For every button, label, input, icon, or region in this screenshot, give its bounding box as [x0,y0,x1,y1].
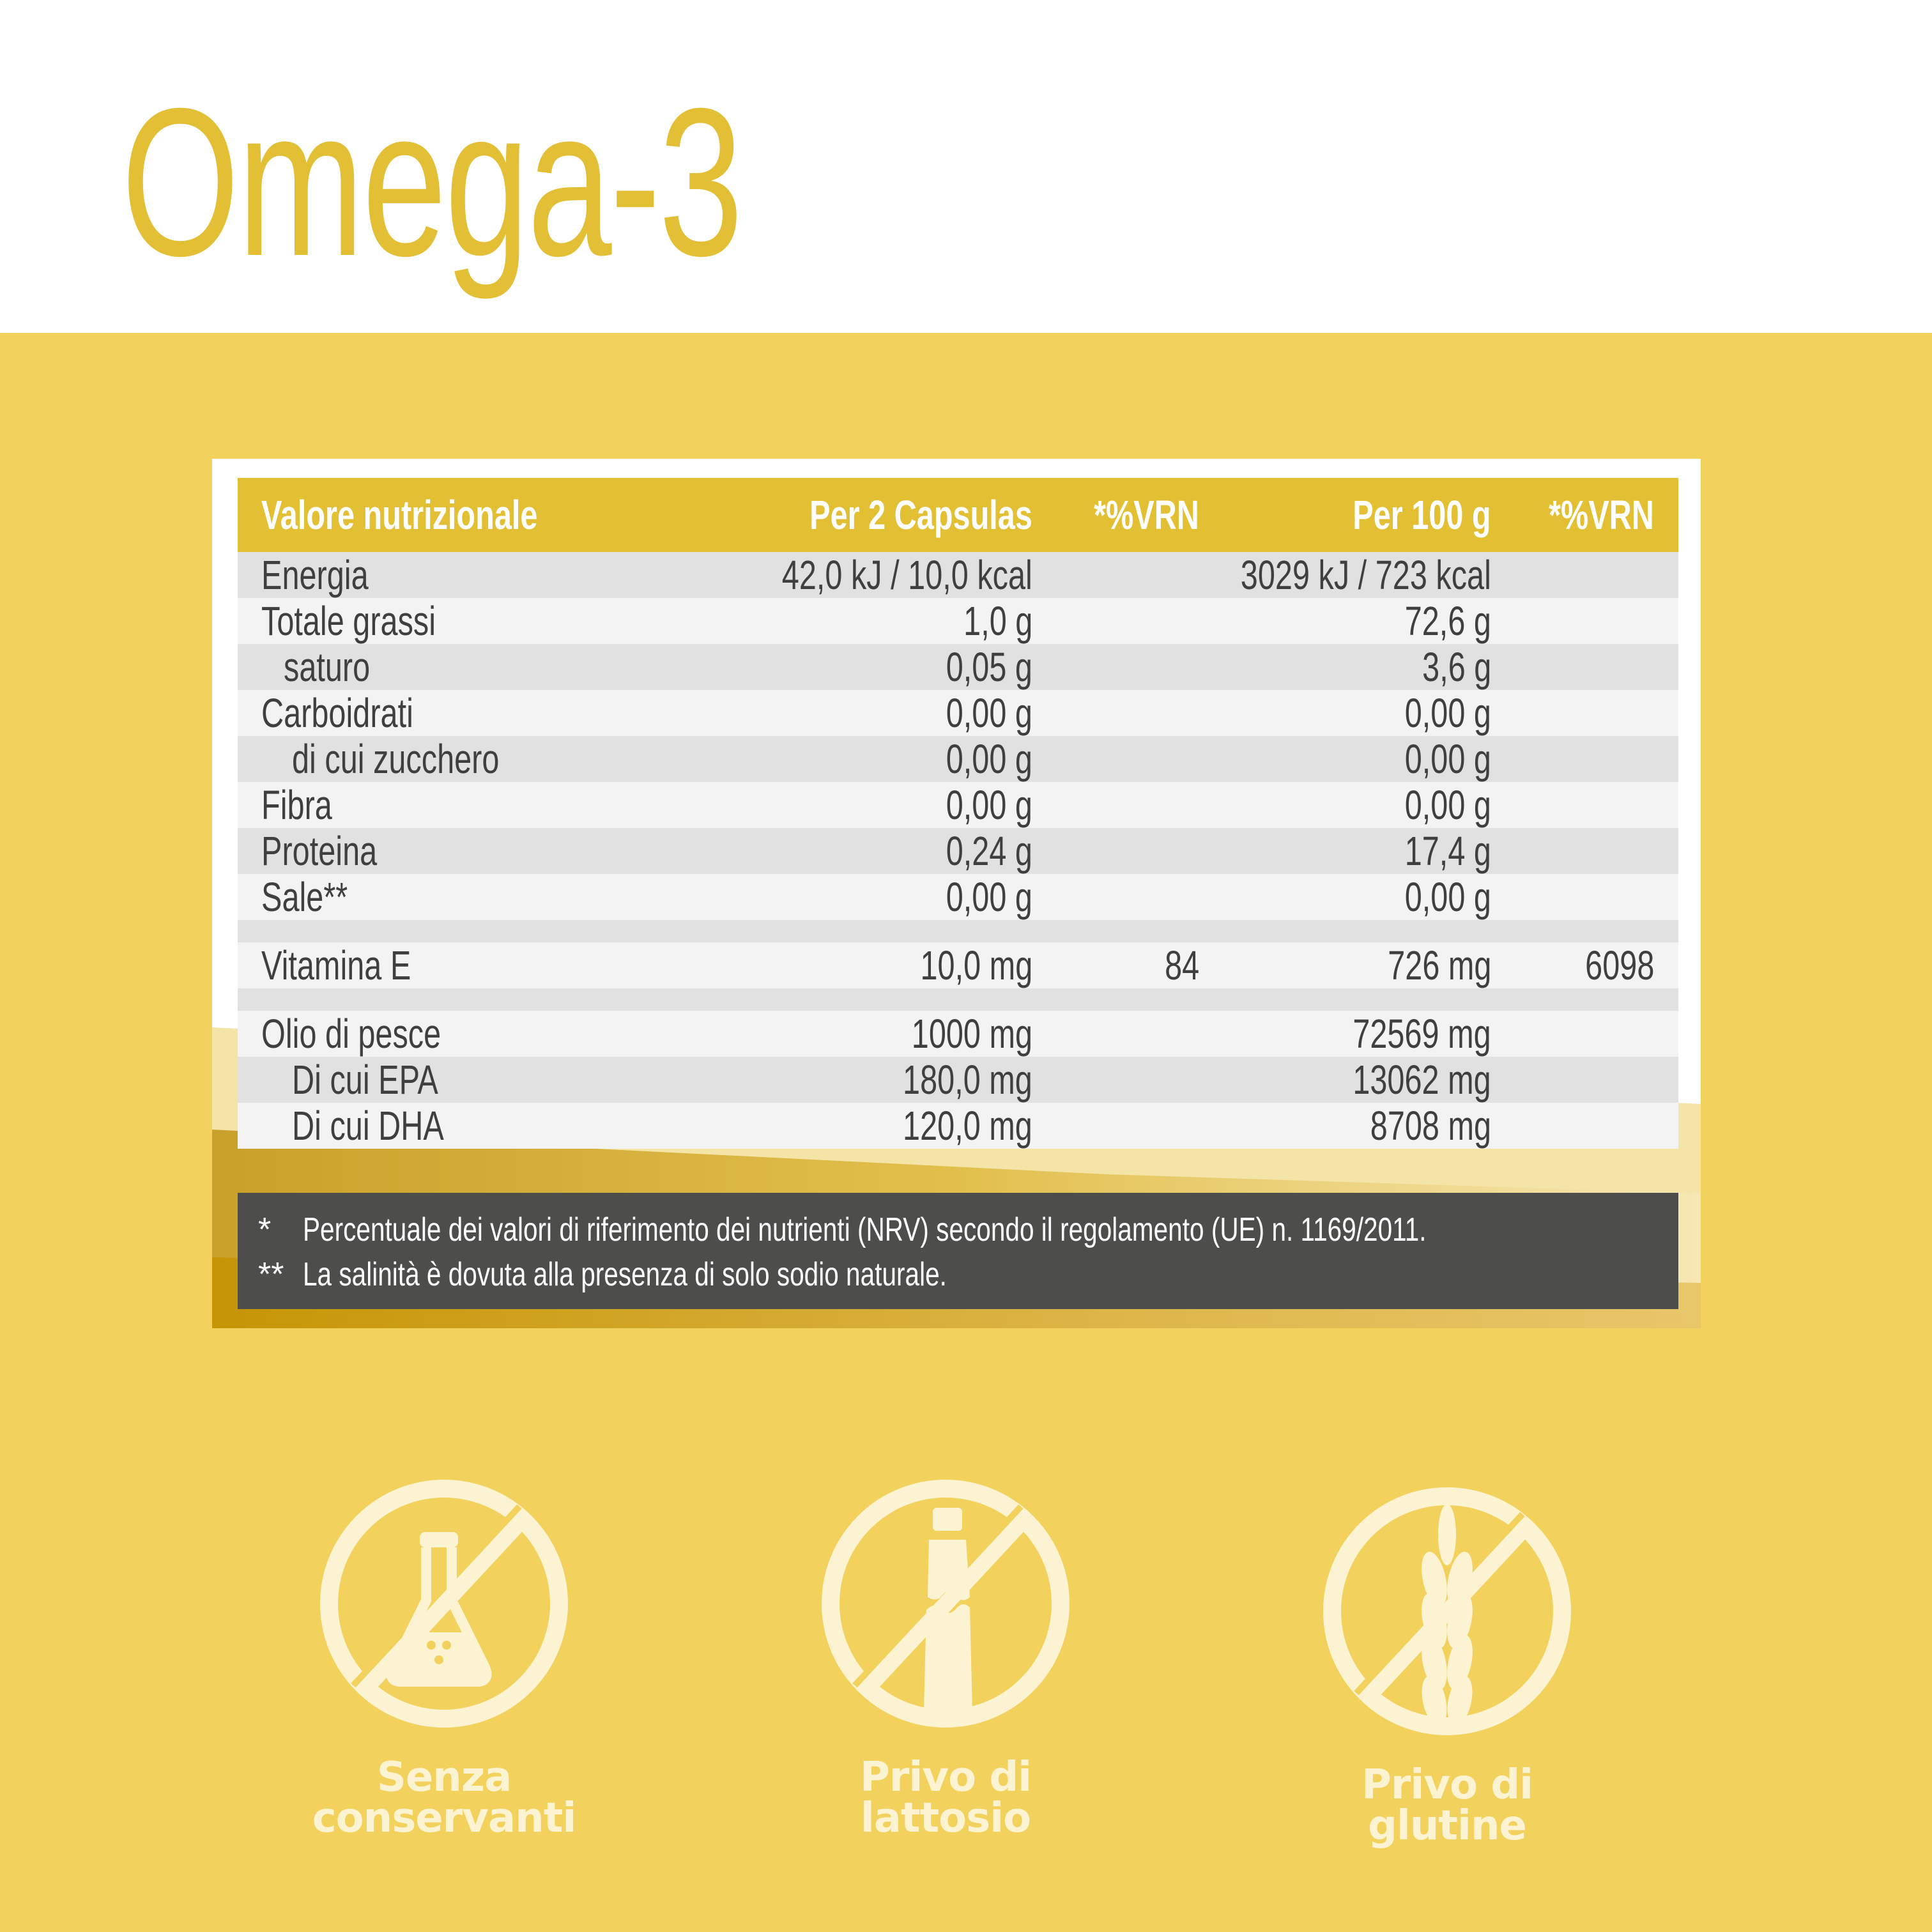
gluten-free-wheat-icon [1323,1487,1571,1735]
table-row: Energia 42,0 kJ / 10,0 kcal 3029 kJ / 723 … [238,552,1678,598]
cell-per2: 10,0 mg [920,942,1032,988]
cell-label: Di cui EPA [292,1057,438,1103]
table-row: Sale** 0,00 g 0,00 g [238,874,1678,920]
cell-label: Vitamina E [261,942,411,988]
footnotes: * Percentuale dei valori di riferimento d… [238,1193,1678,1309]
header-per2: Per 2 Capsulas [809,492,1032,538]
cell-per100: 3,6 g [1422,644,1491,690]
cell-per100: 0,00 g [1404,782,1491,828]
header-area [0,0,1932,333]
cell-per2: 180,0 mg [903,1057,1032,1103]
footnote: ** La salinità è dovuta alla presenza di … [238,1255,1678,1300]
header-per100: Per 100 g [1353,492,1491,538]
cell-per100: 17,4 g [1404,828,1491,874]
table-row: Di cui EPA 180,0 mg 13062 mg [238,1057,1678,1103]
cell-per2: 0,00 g [946,874,1032,920]
header-vrn2: *%VRN [1549,492,1654,538]
table-row: saturo 0,05 g 3,6 g [238,644,1678,690]
cell-label: Fibra [261,782,332,828]
cell-per100: 0,00 g [1404,874,1491,920]
cell-per2: 0,05 g [946,644,1032,690]
cell-per2: 42,0 kJ / 10,0 kcal [781,552,1032,598]
table-row: Fibra 0,00 g 0,00 g [238,782,1678,828]
cell-per2: 0,00 g [946,690,1032,736]
cell-per2: 0,00 g [946,736,1032,782]
cell-label: Sale** [261,874,348,920]
badge-lactose-free: Privo di lattosio [811,1476,1080,1839]
cell-per100: 3029 kJ / 723 kcal [1240,552,1491,598]
badge-gluten-free: Privo di glutine [1313,1483,1581,1846]
table-row: Di cui DHA 120,0 mg 8708 mg [238,1103,1678,1149]
cell-label: Energia [261,552,369,598]
cell-per2: 1,0 g [963,598,1032,644]
cell-label: Carboidrati [261,690,413,736]
cell-per100: 0,00 g [1404,690,1491,736]
badge-label: Senza [376,1754,512,1801]
no-preservatives-flask-icon [320,1480,568,1728]
badge-label: glutine [1368,1802,1527,1850]
badge-label: Privo di [859,1754,1032,1801]
table-row: Vitamina E 10,0 mg 84 726 mg 6098 [238,942,1678,988]
cell-per100: 8708 mg [1370,1103,1491,1149]
cell-vrn2: 6098 [1584,942,1654,988]
nutrition-panel: Valore nutrizionale Per 2 Capsulas *%VRN… [212,459,1701,1328]
header-label: Valore nutrizionale [261,492,538,538]
nutrition-table: Valore nutrizionale Per 2 Capsulas *%VRN… [238,478,1678,1149]
cell-label: Proteina [261,828,378,874]
footnote-mark: * [258,1211,272,1248]
table-row: Proteina 0,24 g 17,4 g [238,828,1678,874]
cell-label: Di cui DHA [292,1103,444,1149]
table-header: Valore nutrizionale Per 2 Capsulas *%VRN… [238,478,1678,552]
cell-label: Olio di pesce [261,1011,441,1057]
cell-per2: 0,24 g [946,828,1032,874]
cell-per2: 120,0 mg [903,1103,1032,1149]
table-row: Totale grassi 1,0 g 72,6 g [238,598,1678,644]
table-row: Olio di pesce 1000 mg 72569 mg [238,1011,1678,1057]
badge-label: Privo di [1361,1761,1533,1809]
cell-label: Totale grassi [261,598,436,644]
cell-per100: 72,6 g [1404,598,1491,644]
cell-per100: 0,00 g [1404,736,1491,782]
cell-label: saturo [284,644,371,690]
table-spacer [238,988,1678,1011]
footnote-text: Percentuale dei valori di riferimento de… [303,1211,1427,1248]
cell-per2: 1000 mg [911,1011,1032,1057]
footnote-text: La salinità è dovuta alla presenza di so… [303,1256,947,1293]
table-spacer [238,920,1678,942]
badge-no-preservatives: Senza conservanti [310,1476,578,1839]
cell-per100: 72569 mg [1353,1011,1491,1057]
footnote-mark: ** [258,1256,284,1293]
cell-vrn1: 84 [1164,942,1199,988]
footnote: * Percentuale dei valori di riferimento d… [238,1211,1678,1255]
badge-label: conservanti [312,1795,577,1842]
badge-label: lattosio [860,1795,1031,1842]
cell-per2: 0,00 g [946,782,1032,828]
table-row: di cui zucchero 0,00 g 0,00 g [238,736,1678,782]
table-row: Carboidrati 0,00 g 0,00 g [238,690,1678,736]
cell-per100: 726 mg [1387,942,1491,988]
header-vrn1: *%VRN [1094,492,1199,538]
cell-per100: 13062 mg [1353,1057,1491,1103]
page-title: Omega-3 [121,64,743,300]
lactose-free-bottle-icon [822,1480,1070,1728]
cell-label: di cui zucchero [292,736,500,782]
